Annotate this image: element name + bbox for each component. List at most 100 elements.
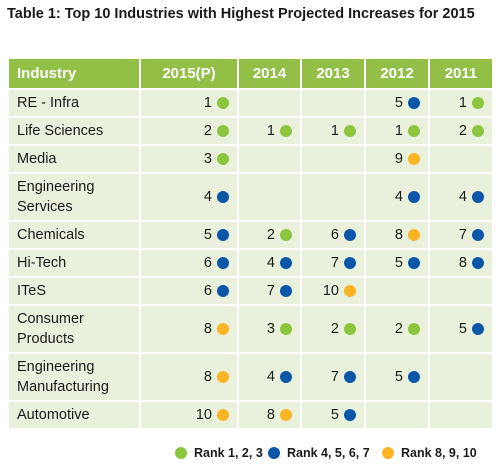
rank-value: 6: [204, 283, 212, 299]
rank-cell-2015p: 6: [141, 248, 239, 276]
rank-cell-2014: 1: [239, 116, 302, 144]
green-dot-icon: [472, 97, 484, 109]
blue-dot-icon: [268, 447, 280, 459]
rank-cell-2014: [239, 88, 302, 116]
rank-value: 8: [267, 407, 275, 423]
rank-value: 6: [204, 255, 212, 271]
table-row: RE - Infra 1 5 1: [9, 88, 492, 116]
green-dot-icon: [217, 153, 229, 165]
industry-name: Hi-Tech: [9, 248, 141, 276]
green-dot-icon: [408, 323, 420, 335]
green-dot-icon: [175, 447, 187, 459]
rank-value: 5: [331, 407, 339, 423]
table-row: Hi-Tech 6 4 7 5 8: [9, 248, 492, 276]
rank-cell-2012: 5: [366, 248, 430, 276]
table-row: Chemicals 5 2 6 8 7: [9, 220, 492, 248]
rank-cell-2014: [239, 172, 302, 220]
rank-value: 2: [204, 123, 212, 139]
rank-cell-2012: 5: [366, 88, 430, 116]
rank-value: 1: [331, 123, 339, 139]
rank-cell-2014: 3: [239, 304, 302, 352]
rank-cell-2011: 4: [430, 172, 492, 220]
column-header-2011: 2011: [430, 59, 492, 88]
rank-value: 1: [459, 95, 467, 111]
table-row: Consumer Products 8 3 2 2 5: [9, 304, 492, 352]
rank-value: 4: [267, 369, 275, 385]
green-dot-icon: [280, 323, 292, 335]
column-header-2014: 2014: [239, 59, 302, 88]
industry-rank-table: Industry 2015(P) 2014 2013 2012 2011 RE …: [9, 59, 492, 428]
rank-value: 8: [204, 369, 212, 385]
rank-value: 7: [331, 255, 339, 271]
rank-value: 4: [204, 189, 212, 205]
rank-cell-2015p: 8: [141, 304, 239, 352]
rank-value: 8: [395, 227, 403, 243]
rank-cell-2015p: 5: [141, 220, 239, 248]
table-row: Automotive 10 8 5: [9, 400, 492, 428]
orange-dot-icon: [382, 447, 394, 459]
blue-dot-icon: [217, 191, 229, 203]
rank-value: 7: [331, 369, 339, 385]
table-row: Media 3 9: [9, 144, 492, 172]
legend-item-orange: Rank 8, 9, 10: [382, 446, 477, 460]
rank-cell-2013: 5: [302, 400, 366, 428]
rank-cell-2014: 4: [239, 352, 302, 400]
rank-value: 8: [459, 255, 467, 271]
rank-cell-2011: [430, 400, 492, 428]
rank-value: 9: [395, 151, 403, 167]
rank-cell-2015p: 10: [141, 400, 239, 428]
green-dot-icon: [344, 323, 356, 335]
rank-cell-2011: [430, 144, 492, 172]
rank-value: 2: [459, 123, 467, 139]
rank-cell-2012: 5: [366, 352, 430, 400]
blue-dot-icon: [472, 191, 484, 203]
rank-cell-2015p: 2: [141, 116, 239, 144]
blue-dot-icon: [280, 285, 292, 297]
rank-value: 10: [196, 407, 212, 423]
rank-cell-2015p: 8: [141, 352, 239, 400]
industry-name: Engineering Services: [9, 172, 141, 220]
rank-value: 2: [395, 321, 403, 337]
rank-value: 4: [459, 189, 467, 205]
rank-value: 5: [395, 95, 403, 111]
industry-name: Life Sciences: [9, 116, 141, 144]
rank-cell-2015p: 3: [141, 144, 239, 172]
rank-cell-2012: [366, 276, 430, 304]
rank-cell-2011: 2: [430, 116, 492, 144]
blue-dot-icon: [344, 229, 356, 241]
green-dot-icon: [472, 125, 484, 137]
rank-cell-2013: [302, 88, 366, 116]
rank-value: 5: [204, 227, 212, 243]
industry-name: ITeS: [9, 276, 141, 304]
rank-value: 5: [395, 255, 403, 271]
orange-dot-icon: [408, 153, 420, 165]
rank-value: 5: [459, 321, 467, 337]
rank-value: 10: [323, 283, 339, 299]
blue-dot-icon: [344, 257, 356, 269]
rank-value: 5: [395, 369, 403, 385]
legend-item-blue: Rank 4, 5, 6, 7: [268, 446, 370, 460]
rank-value: 7: [459, 227, 467, 243]
blue-dot-icon: [217, 285, 229, 297]
blue-dot-icon: [217, 257, 229, 269]
rank-cell-2011: [430, 276, 492, 304]
blue-dot-icon: [408, 257, 420, 269]
green-dot-icon: [280, 125, 292, 137]
table-row: Life Sciences 2 1 1 1 2: [9, 116, 492, 144]
rank-value: 4: [267, 255, 275, 271]
rank-cell-2015p: 6: [141, 276, 239, 304]
industry-name: Chemicals: [9, 220, 141, 248]
rank-value: 7: [267, 283, 275, 299]
rank-cell-2015p: 1: [141, 88, 239, 116]
orange-dot-icon: [217, 409, 229, 421]
rank-cell-2015p: 4: [141, 172, 239, 220]
blue-dot-icon: [217, 229, 229, 241]
rank-value: 6: [331, 227, 339, 243]
rank-cell-2014: [239, 144, 302, 172]
rank-cell-2012: 9: [366, 144, 430, 172]
rank-value: 2: [331, 321, 339, 337]
orange-dot-icon: [280, 409, 292, 421]
column-header-2015p: 2015(P): [141, 59, 239, 88]
industry-name: Automotive: [9, 400, 141, 428]
rank-cell-2011: 8: [430, 248, 492, 276]
